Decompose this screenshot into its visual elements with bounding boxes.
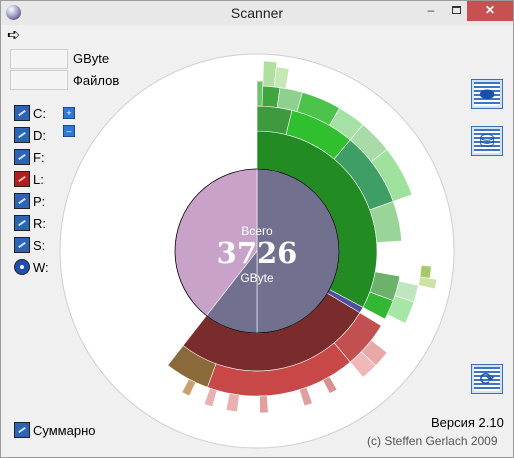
zoom-out-button[interactable]: – bbox=[63, 125, 75, 137]
refresh-icon: ⟳ bbox=[479, 369, 495, 389]
navigate-arrow-icon[interactable]: ➪ bbox=[7, 27, 21, 44]
size-unit-label: GByte bbox=[73, 51, 110, 66]
copyright-label: (c) Steffen Gerlach 2009 bbox=[367, 434, 498, 448]
folder-segment[interactable] bbox=[386, 295, 415, 324]
folder-segment[interactable] bbox=[322, 376, 338, 394]
folder-segment[interactable] bbox=[369, 201, 402, 243]
close-button[interactable]: ✕ bbox=[467, 1, 513, 21]
drive-label: W: bbox=[33, 259, 49, 275]
folder-segment[interactable] bbox=[203, 387, 218, 408]
search-button[interactable]: ⬬ bbox=[471, 79, 503, 109]
version-label: Версия 2.10 bbox=[431, 415, 504, 430]
drive-item-s[interactable]: S: bbox=[14, 236, 45, 254]
minimize-button[interactable]: – bbox=[427, 3, 435, 17]
drive-label: D: bbox=[33, 127, 46, 143]
total-value: 3726 bbox=[217, 236, 298, 270]
drive-label: R: bbox=[33, 215, 46, 231]
app-logo-icon bbox=[6, 5, 21, 20]
drive-label: S: bbox=[33, 237, 46, 253]
files-field bbox=[10, 70, 68, 90]
drive-item-r[interactable]: R: bbox=[14, 214, 46, 232]
files-unit-label: Файлов bbox=[73, 73, 120, 88]
drive-label: L: bbox=[33, 171, 44, 187]
drive-item-c[interactable]: C: bbox=[14, 104, 46, 122]
folder-segment[interactable] bbox=[256, 80, 264, 107]
title-bar[interactable]: Scanner – ✕ bbox=[1, 1, 513, 25]
maximize-icon bbox=[451, 6, 461, 14]
drive-label: P: bbox=[33, 193, 46, 209]
drive-icon bbox=[14, 149, 30, 165]
drive-item-l[interactable]: L: bbox=[14, 170, 44, 188]
summary-label: Суммарно bbox=[33, 422, 96, 438]
total-label: Всего bbox=[241, 224, 273, 238]
folder-segment[interactable] bbox=[418, 276, 438, 290]
button-pattern bbox=[474, 82, 500, 106]
summary-icon bbox=[14, 422, 30, 438]
refresh-button[interactable]: ⟳ bbox=[471, 364, 503, 394]
drive-item-p[interactable]: P: bbox=[14, 192, 45, 210]
folder-segment[interactable] bbox=[181, 378, 197, 397]
summary-toggle[interactable]: Суммарно bbox=[14, 421, 96, 439]
zoom-in-button[interactable]: + bbox=[63, 107, 75, 119]
drive-icon bbox=[14, 237, 30, 253]
drive-icon bbox=[14, 127, 30, 143]
folder-segment[interactable] bbox=[349, 351, 377, 378]
folder-segment[interactable] bbox=[370, 148, 413, 202]
total-unit: GByte bbox=[240, 271, 274, 285]
folder-segment[interactable] bbox=[419, 265, 432, 279]
folder-segment[interactable] bbox=[259, 395, 269, 414]
drive-icon bbox=[14, 105, 30, 121]
button-pattern bbox=[474, 367, 500, 391]
sunburst-rings[interactable] bbox=[167, 60, 438, 414]
drive-label: C: bbox=[33, 105, 46, 121]
folder-segment[interactable] bbox=[299, 386, 313, 407]
drive-icon bbox=[14, 215, 30, 231]
size-field bbox=[10, 49, 68, 69]
drive-item-f[interactable]: F: bbox=[14, 148, 45, 166]
inner-disc-outline bbox=[174, 168, 340, 334]
search-icon: ⬬ bbox=[479, 84, 495, 104]
trash-icon: ⛁ bbox=[479, 131, 495, 151]
folder-segment[interactable] bbox=[273, 66, 290, 89]
drive-label: F: bbox=[33, 149, 45, 165]
button-pattern bbox=[474, 129, 500, 153]
drive-item-d[interactable]: D: bbox=[14, 126, 46, 144]
folder-segment[interactable] bbox=[225, 392, 240, 413]
window-title: Scanner bbox=[230, 5, 284, 21]
drive-error-icon bbox=[14, 171, 30, 187]
optical-disc-icon bbox=[14, 259, 30, 275]
delete-button[interactable]: ⛁ bbox=[471, 126, 503, 156]
drive-item-w[interactable]: W: bbox=[14, 258, 49, 276]
maximize-button[interactable] bbox=[448, 1, 464, 21]
drive-icon bbox=[14, 193, 30, 209]
